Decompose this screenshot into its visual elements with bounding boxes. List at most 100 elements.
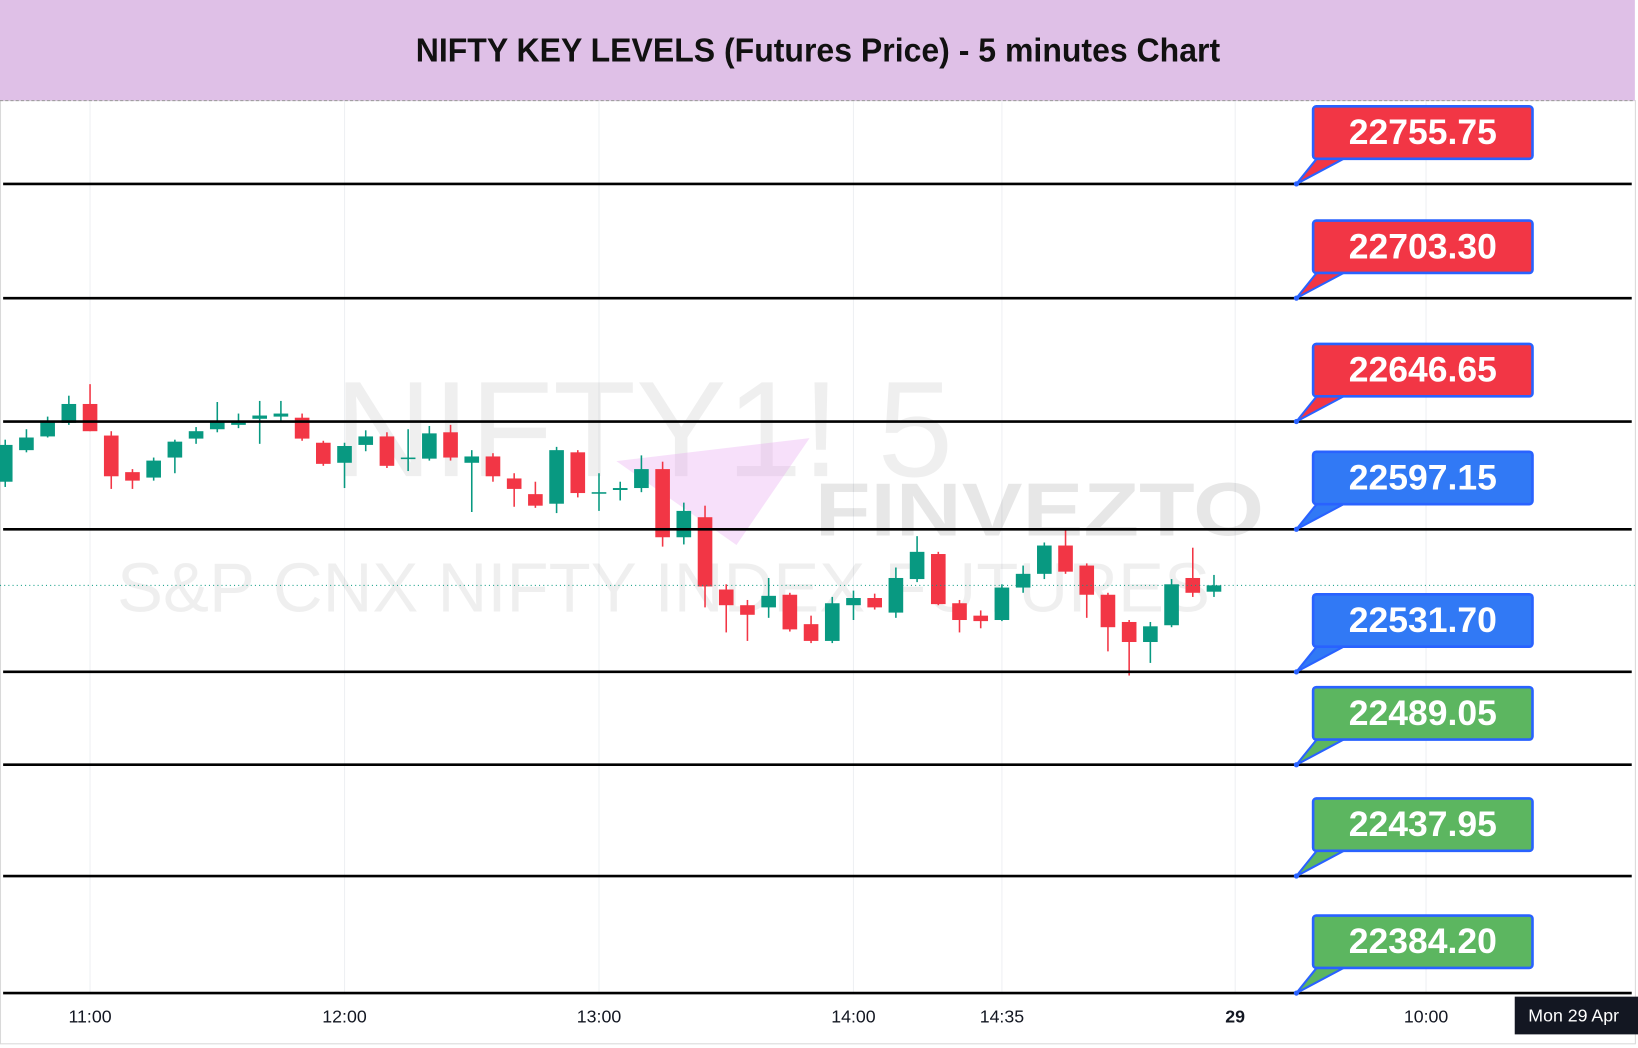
- candle-body: [40, 421, 55, 437]
- candle-body: [400, 457, 416, 460]
- level-label-box: [1311, 797, 1534, 853]
- candle-body: [824, 603, 840, 641]
- level-label: 22384.20: [1349, 921, 1497, 961]
- candle-body: [761, 595, 776, 608]
- level-anchor: [1293, 295, 1300, 301]
- x-tick-label: 12:00: [322, 1006, 367, 1026]
- level-anchor: [1293, 873, 1300, 879]
- candles: [0, 384, 1635, 676]
- candle-body: [422, 433, 437, 459]
- candle-body: [252, 415, 268, 419]
- candle-body: [1206, 585, 1222, 592]
- level-anchor: [1293, 669, 1300, 675]
- candle-body: [973, 615, 989, 622]
- level-label-box: [1311, 105, 1534, 161]
- candle-body: [506, 478, 522, 489]
- level-label: 22755.75: [1349, 112, 1497, 152]
- candle-body: [994, 587, 1010, 621]
- level-label-box: [1311, 685, 1534, 741]
- level-label: 22489.05: [1349, 693, 1497, 733]
- watermark-brand: FINVEZTO: [815, 467, 1264, 551]
- candle-body: [167, 441, 183, 458]
- level-label-box: [1311, 342, 1534, 398]
- candle-body: [209, 421, 225, 430]
- candle-body: [188, 431, 204, 439]
- candle-body: [1100, 594, 1116, 628]
- level-label: 22646.65: [1349, 350, 1497, 390]
- candle-body: [1015, 573, 1031, 588]
- x-tick-label: 14:35: [980, 1006, 1025, 1026]
- level-label-box: [1311, 450, 1534, 506]
- title-bar: [0, 0, 1635, 101]
- x-tick-label: 10:00: [1404, 1006, 1449, 1026]
- candle-body: [930, 554, 946, 605]
- candle-body: [782, 594, 798, 630]
- level-anchor: [1293, 181, 1300, 187]
- candle-body: [867, 598, 882, 608]
- key-levels: 22755.75 22703.30 22646.65 22597.15 22531.70…: [3, 105, 1632, 996]
- level-anchor: [1293, 990, 1300, 996]
- candle-body: [528, 494, 543, 506]
- level-label: 22437.95: [1349, 804, 1497, 844]
- candle-body: [103, 435, 119, 477]
- candle-body: [19, 437, 34, 451]
- level-label: 22531.70: [1349, 600, 1497, 640]
- x-tick-label: 13:00: [577, 1006, 622, 1026]
- candle-body: [591, 492, 607, 494]
- candle-body: [718, 589, 734, 606]
- candle-body: [316, 442, 331, 464]
- candle-body: [612, 488, 628, 490]
- level-anchor: [1293, 762, 1300, 768]
- candle-body: [909, 551, 925, 580]
- x-tick-label: 11:00: [69, 1006, 112, 1026]
- candle-body: [358, 436, 374, 445]
- candle-body: [1121, 621, 1137, 643]
- candle-body: [485, 456, 501, 477]
- candle-body: [634, 469, 649, 489]
- x-axis: 11:00 12:00 13:00 14:00 14:35 29 10:00 Mon 29 A…: [69, 996, 1638, 1035]
- candle-body: [846, 598, 861, 606]
- candle-body: [337, 446, 352, 463]
- candle-body: [146, 460, 161, 478]
- candle-body: [803, 624, 819, 641]
- crosshair-label-box: [1514, 996, 1638, 1035]
- candle-body: [570, 452, 586, 494]
- candle-body: [952, 603, 967, 621]
- level-anchor: [1293, 418, 1300, 425]
- candle-body: [697, 517, 713, 587]
- chart-title: NIFTY KEY LEVELS (Futures Price) - 5 min…: [416, 32, 1220, 69]
- level-label: 22597.15: [1349, 457, 1497, 497]
- level-label-box: [1311, 219, 1534, 275]
- candle-body: [464, 456, 480, 463]
- candle-body: [379, 436, 395, 466]
- candle-body: [0, 444, 13, 482]
- candle-body: [1185, 577, 1201, 593]
- candle-body: [273, 413, 289, 417]
- candle-body: [1079, 565, 1095, 595]
- candle-body: [1143, 626, 1158, 643]
- candle-body: [1037, 545, 1052, 574]
- candle-body: [294, 417, 310, 439]
- x-tick-label: 29: [1225, 1006, 1245, 1026]
- candle-body: [655, 469, 670, 538]
- candle-body: [443, 432, 458, 458]
- candle-body: [82, 403, 98, 432]
- candle-body: [125, 472, 140, 481]
- level-anchor: [1293, 526, 1300, 532]
- candle-body: [1164, 584, 1179, 626]
- candle-body: [61, 403, 77, 423]
- x-tick-label: 14:00: [831, 1006, 876, 1026]
- candle-body: [549, 450, 564, 504]
- candle-body: [1058, 545, 1073, 572]
- crosshair-label: Mon 29 Apr: [1528, 1005, 1619, 1025]
- level-label-box: [1311, 592, 1534, 649]
- level-label: 22703.30: [1349, 226, 1497, 266]
- watermark-logo: [616, 438, 810, 545]
- candle-body: [888, 577, 904, 613]
- candle-body: [676, 510, 692, 538]
- candle-body: [740, 605, 755, 615]
- level-label-box: [1311, 914, 1534, 970]
